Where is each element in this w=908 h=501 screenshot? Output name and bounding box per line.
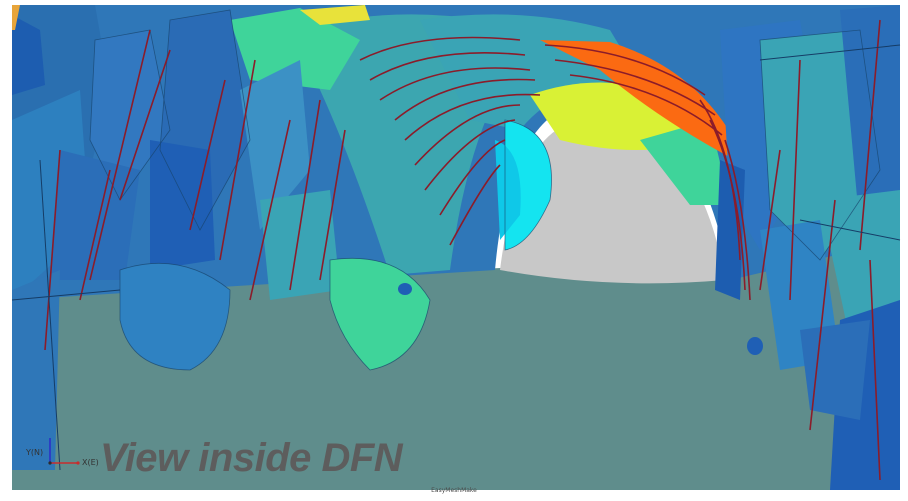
viewport-caption: View inside DFN	[100, 436, 403, 480]
fracture-intersection-traces	[44, 19, 881, 481]
fracture-plane	[800, 320, 870, 420]
fracture-disc	[398, 283, 412, 295]
fracture-plane	[50, 150, 140, 280]
fracture-plane	[12, 5, 20, 30]
fracture-plane	[150, 140, 215, 270]
fracture-plane	[840, 5, 900, 230]
fracture-plane	[230, 8, 360, 90]
fracture-plane	[260, 190, 340, 300]
tunnel-floor	[12, 250, 900, 490]
fracture-plane	[120, 263, 230, 370]
fracture-plane	[12, 15, 45, 95]
axis-triad: Y(N) X(E)	[22, 432, 102, 472]
fracture-plane	[300, 5, 370, 25]
fracture-plane-highlight	[540, 40, 740, 160]
fracture-plane	[715, 160, 745, 300]
x-axis-label: X(E)	[82, 458, 99, 467]
fracture-edge-traces	[11, 44, 901, 471]
fracture-disc	[747, 337, 763, 355]
fracture-plane	[495, 140, 521, 240]
fracture-plane	[240, 60, 310, 230]
y-axis-label: Y(N)	[26, 448, 44, 457]
footer-label: EasyMeshMake	[431, 487, 477, 494]
